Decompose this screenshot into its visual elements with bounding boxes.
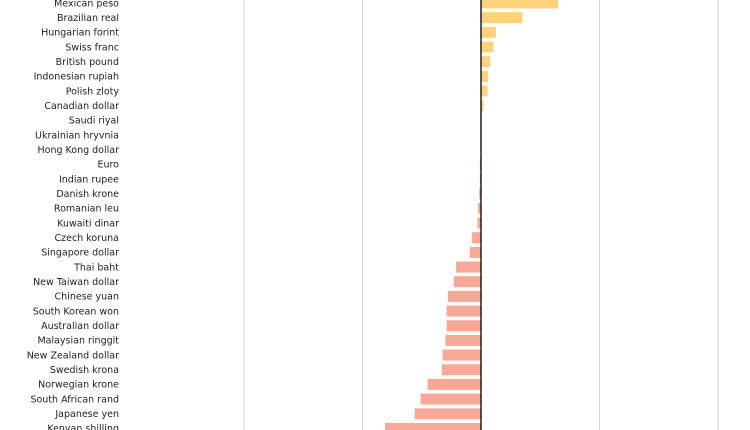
bar bbox=[479, 188, 481, 200]
category-label: Swiss franc bbox=[65, 42, 119, 53]
category-label: Hong Kong dollar bbox=[37, 145, 119, 156]
bar bbox=[481, 100, 484, 112]
category-label: Singapore dollar bbox=[41, 248, 119, 259]
category-label: Chinese yuan bbox=[55, 292, 119, 303]
category-label: Indonesian rupiah bbox=[34, 72, 119, 83]
category-label: Brazilian real bbox=[57, 13, 119, 24]
bar bbox=[385, 422, 481, 430]
category-label: Ukrainian hryvnia bbox=[35, 130, 119, 141]
bar bbox=[481, 56, 491, 68]
category-label: British pound bbox=[56, 57, 119, 68]
bar bbox=[481, 26, 496, 38]
bar bbox=[420, 393, 481, 405]
category-label: Mexican peso bbox=[54, 0, 119, 9]
bar bbox=[481, 12, 523, 24]
bar bbox=[478, 202, 481, 214]
category-label: Australian dollar bbox=[41, 321, 119, 332]
bars bbox=[385, 0, 559, 430]
bar bbox=[481, 85, 488, 97]
category-label: Hungarian forint bbox=[41, 28, 119, 39]
category-label: Saudi riyal bbox=[69, 116, 119, 127]
category-label: Thai baht bbox=[73, 262, 119, 273]
category-label: Norwegian krone bbox=[38, 380, 119, 391]
category-label: New Taiwan dollar bbox=[33, 277, 119, 288]
bar bbox=[481, 0, 559, 9]
category-label: New Zealand dollar bbox=[27, 350, 119, 361]
bar bbox=[477, 217, 481, 229]
bar bbox=[447, 290, 481, 302]
grid-lines bbox=[243, 0, 719, 430]
category-label: Kenyan shilling bbox=[47, 424, 119, 430]
category-label: Japanese yen bbox=[54, 409, 119, 420]
bar bbox=[445, 334, 481, 346]
category-label: Malaysian ringgit bbox=[37, 336, 119, 347]
bar bbox=[456, 261, 481, 273]
category-label: Canadian dollar bbox=[44, 101, 119, 112]
category-label: Czech koruna bbox=[55, 233, 119, 244]
bar bbox=[427, 378, 481, 390]
category-labels: Mexican peso Brazilian real Hungarian fori… bbox=[27, 0, 120, 430]
bar bbox=[446, 305, 481, 317]
category-label: Polish zloty bbox=[66, 86, 120, 97]
bar bbox=[469, 246, 481, 258]
bar bbox=[446, 320, 481, 332]
category-label: Euro bbox=[97, 160, 119, 171]
category-label: Indian rupee bbox=[59, 174, 119, 185]
category-label: South Korean won bbox=[33, 306, 119, 317]
bar bbox=[472, 232, 481, 244]
bar bbox=[441, 364, 481, 376]
bar bbox=[442, 349, 481, 361]
category-label: Romanian leu bbox=[54, 204, 119, 215]
category-label: Danish krone bbox=[56, 189, 119, 200]
category-label: Kuwaiti dinar bbox=[57, 218, 119, 229]
category-label: Swedish krona bbox=[50, 365, 119, 376]
bar bbox=[481, 41, 494, 53]
category-label: South African rand bbox=[30, 394, 119, 405]
bar bbox=[481, 70, 489, 82]
bar bbox=[414, 408, 481, 420]
bar bbox=[453, 276, 481, 288]
